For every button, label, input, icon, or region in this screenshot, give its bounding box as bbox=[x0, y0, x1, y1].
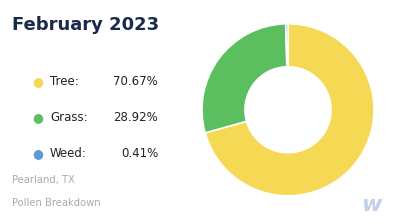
Wedge shape bbox=[205, 24, 374, 196]
Text: 0.41%: 0.41% bbox=[121, 147, 158, 160]
Wedge shape bbox=[286, 24, 288, 67]
Text: February 2023: February 2023 bbox=[12, 16, 159, 34]
Text: ●: ● bbox=[32, 147, 44, 160]
Text: Weed:: Weed: bbox=[50, 147, 87, 160]
Text: Grass:: Grass: bbox=[50, 111, 88, 124]
Text: ●: ● bbox=[32, 111, 44, 124]
Text: Pollen Breakdown: Pollen Breakdown bbox=[12, 198, 101, 208]
Text: 28.92%: 28.92% bbox=[113, 111, 158, 124]
Text: Pearland, TX: Pearland, TX bbox=[12, 175, 75, 185]
Text: w: w bbox=[362, 195, 382, 215]
Text: 70.67%: 70.67% bbox=[113, 75, 158, 88]
Wedge shape bbox=[202, 24, 287, 133]
Text: ●: ● bbox=[32, 75, 44, 88]
Text: Tree:: Tree: bbox=[50, 75, 79, 88]
